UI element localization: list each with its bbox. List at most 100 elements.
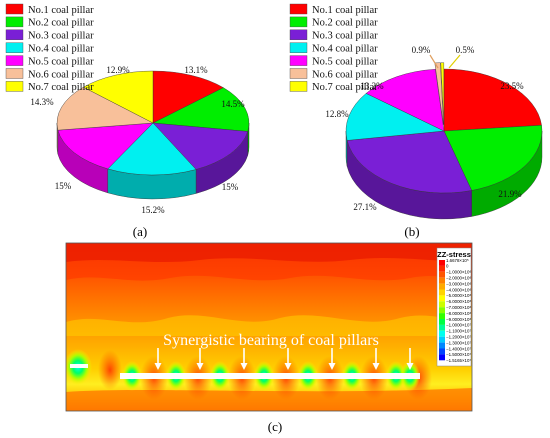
colorbar-label: −7.0000×10⁶ xyxy=(446,305,471,310)
colorbar-label: −6.0000×10⁶ xyxy=(446,299,471,304)
legend-swatch-1 xyxy=(289,3,308,15)
pie-slice-5 xyxy=(57,122,154,170)
legend-swatch-7 xyxy=(289,81,308,92)
colorbar-swatch xyxy=(439,319,445,325)
colorbar-swatch xyxy=(439,289,445,296)
colorbar-label: −1.5000×10⁷ xyxy=(446,352,471,357)
roadway-strip xyxy=(120,373,420,379)
legend-swatch-6 xyxy=(5,68,24,79)
colorbar-label: −1.4000×10⁷ xyxy=(446,346,471,351)
load-arrowhead xyxy=(154,363,162,370)
pie-value-label: 21.9% xyxy=(498,189,522,199)
colorbar-label: −3.0000×10⁶ xyxy=(446,281,471,286)
pie-chart-a: 13.1% 14.5% 15% 15.2% 15% 14.3% 12.9% xyxy=(30,65,250,215)
colorbar-label: −1.0000×10⁶ xyxy=(446,270,471,275)
legend-label-1: No.1 coal pillar xyxy=(312,5,378,16)
pie-slice-2 xyxy=(152,87,250,132)
legend-swatch-7 xyxy=(5,81,24,92)
legend-label-7: No.7 coal pillar xyxy=(28,82,94,93)
colorbar-label: 1.6678×10⁵ xyxy=(446,258,469,263)
colorbar-swatch xyxy=(439,313,445,319)
pie-slice-4 xyxy=(345,93,445,141)
load-arrowhead xyxy=(240,363,248,370)
colorbar-swatch xyxy=(439,324,445,331)
colorbar-swatch xyxy=(439,301,445,308)
legend-label-5: No.5 coal pillar xyxy=(28,56,94,67)
legend-swatch-3 xyxy=(289,29,308,40)
pie-value-label: 13.2% xyxy=(360,81,384,91)
legend-swatch-2 xyxy=(289,16,308,28)
colorbar-label: −4.0000×10⁶ xyxy=(446,287,471,292)
legend-a: No.1 coal pillar No.2 coal pillar No.3 coa… xyxy=(5,3,94,93)
pie-slice-4 xyxy=(107,122,197,176)
stress-contour-plot: Synergistic bearing of coal pillars xyxy=(65,242,473,412)
colorbar-label: −9.0000×10⁶ xyxy=(446,317,471,322)
pie-value-label: 14.5% xyxy=(221,99,245,109)
pie-slice-6 xyxy=(56,86,154,131)
legend-label-4: No.4 coal pillar xyxy=(28,44,94,55)
legend-swatch-1 xyxy=(5,3,24,15)
load-arrowhead xyxy=(284,363,292,370)
panel-label-b: (b) xyxy=(404,224,419,239)
pie-value-label: 15.2% xyxy=(141,205,165,215)
legend-swatch-2 xyxy=(5,16,24,28)
pie-value-label: 13.1% xyxy=(184,65,208,75)
pie-value-label: 15% xyxy=(55,181,72,191)
legend-label-2: No.2 coal pillar xyxy=(28,18,94,29)
colorbar-swatch xyxy=(439,277,445,284)
colorbar-swatch xyxy=(439,307,445,314)
colorbar-swatch xyxy=(439,265,445,272)
colorbar-swatch xyxy=(439,295,445,302)
pie-value-label: 15% xyxy=(222,182,239,192)
legend-label-6: No.6 coal pillar xyxy=(28,69,94,80)
pie-value-label: 23.5% xyxy=(500,81,524,91)
pie-chart-b: 23.5% 21.9% 27.1% 12.8% 13.2% 0.9% 0.5% xyxy=(325,45,543,220)
legend-label-1: No.1 coal pillar xyxy=(28,5,94,16)
pie-value-label: 27.1% xyxy=(353,202,377,212)
colorbar-swatch xyxy=(439,260,445,266)
legend-swatch-5 xyxy=(289,55,308,66)
pie-slice-1 xyxy=(443,68,542,132)
panel-label-a: (a) xyxy=(133,224,147,239)
leader-line xyxy=(448,54,461,69)
colorbar-label: −1.3000×10⁷ xyxy=(446,340,471,345)
colorbar-swatch xyxy=(439,354,445,361)
legend-label-4: No.4 coal pillar xyxy=(312,44,378,55)
colorbar-swatch xyxy=(439,348,445,355)
panel-label-c: (c) xyxy=(268,419,282,434)
pie-value-label: 0.9% xyxy=(412,45,431,55)
pie-value-label: 0.5% xyxy=(456,45,475,55)
pie-slice-5 xyxy=(365,69,445,132)
legend-label-3: No.3 coal pillar xyxy=(28,31,94,42)
legend-b: No.1 coal pillar No.2 coal pillar No.3 coa… xyxy=(289,3,378,93)
pie-value-label: 12.9% xyxy=(106,65,130,75)
legend-swatch-5 xyxy=(5,55,24,66)
legend-label-3: No.3 coal pillar xyxy=(312,31,378,42)
colorbar-label: −1.0000×10⁷ xyxy=(446,323,471,328)
colorbar-label: −1.5165×10⁷ xyxy=(446,358,471,363)
colorbar: ZZ-stress 1.6678×10⁵0−1.0000×10⁶−2.0000×… xyxy=(436,247,471,367)
colorbar-swatch xyxy=(439,330,445,337)
colorbar-swatch xyxy=(439,271,445,278)
pie-slice-7 xyxy=(83,70,154,124)
colorbar-label: −1.2000×10⁷ xyxy=(446,335,471,340)
legend-swatch-6 xyxy=(289,68,308,79)
colorbar-swatch xyxy=(439,342,445,349)
colorbar-label: −8.0000×10⁶ xyxy=(446,311,471,316)
load-arrowhead xyxy=(372,363,380,370)
pie-slice-7 xyxy=(440,62,445,125)
load-arrowhead xyxy=(328,363,336,370)
colorbar-label: −2.0000×10⁶ xyxy=(446,276,471,281)
legend-swatch-4 xyxy=(5,42,24,53)
pie-value-label: 12.8% xyxy=(325,109,349,119)
legend-label-5: No.5 coal pillar xyxy=(312,56,378,67)
load-arrowhead xyxy=(406,363,414,370)
legend-label-6: No.6 coal pillar xyxy=(312,69,378,80)
colorbar-label: −5.0000×10⁶ xyxy=(446,293,471,298)
pie-slice-3 xyxy=(152,122,248,170)
pie-slice-2 xyxy=(443,125,543,191)
colorbar-title: ZZ-stress xyxy=(437,250,471,259)
colorbar-swatch xyxy=(439,283,445,290)
pie-slice-3 xyxy=(346,130,472,194)
